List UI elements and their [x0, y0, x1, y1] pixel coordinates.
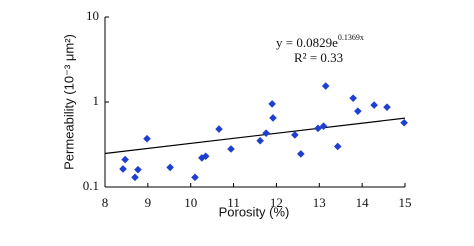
- data-point: [354, 107, 362, 115]
- x-tick-label: 11: [227, 195, 240, 210]
- annotation: R² = 0.33: [294, 50, 343, 65]
- data-point: [400, 118, 408, 127]
- data-point: [370, 101, 378, 109]
- data-point: [166, 163, 174, 172]
- data-point: [333, 142, 342, 151]
- data-point: [314, 124, 322, 133]
- y-tick-label: 1: [93, 93, 100, 108]
- trendline: [104, 117, 406, 155]
- data-point: [227, 145, 235, 153]
- data-point: [201, 152, 210, 161]
- annotation-superscript: 0.1369x: [338, 33, 364, 42]
- x-tick-label: 14: [356, 195, 370, 210]
- data-point: [134, 165, 142, 174]
- x-tick-label: 13: [313, 195, 326, 210]
- data-point: [321, 82, 330, 90]
- data-point: [269, 114, 277, 122]
- data-point: [349, 94, 357, 102]
- data-point: [215, 125, 223, 133]
- annotation: y = 0.0829e0.1369x: [276, 33, 364, 50]
- data-point: [262, 129, 270, 137]
- x-tick-label: 8: [102, 195, 109, 210]
- x-tick-label: 15: [399, 195, 412, 210]
- data-point: [256, 136, 264, 145]
- data-point: [319, 122, 328, 130]
- y-tick-label: 10: [86, 8, 99, 23]
- data-point: [191, 173, 199, 182]
- data-point: [143, 134, 151, 143]
- data-point: [131, 173, 139, 182]
- y-axis-label: Permeability (10⁻³ μm²): [61, 34, 76, 170]
- data-point: [291, 131, 299, 139]
- x-tick-label: 12: [270, 195, 283, 210]
- data-point: [121, 155, 129, 164]
- data-point: [383, 103, 391, 111]
- annotation-text: y = 0.0829e: [276, 35, 338, 50]
- y-tick-label: 0.1: [83, 178, 99, 193]
- x-tick-label: 9: [145, 195, 152, 210]
- x-tick-label: 10: [184, 195, 197, 210]
- x-axis-label: Porosity (%): [219, 204, 290, 219]
- data-point: [268, 100, 276, 108]
- data-point: [297, 150, 305, 158]
- data-point: [119, 165, 127, 173]
